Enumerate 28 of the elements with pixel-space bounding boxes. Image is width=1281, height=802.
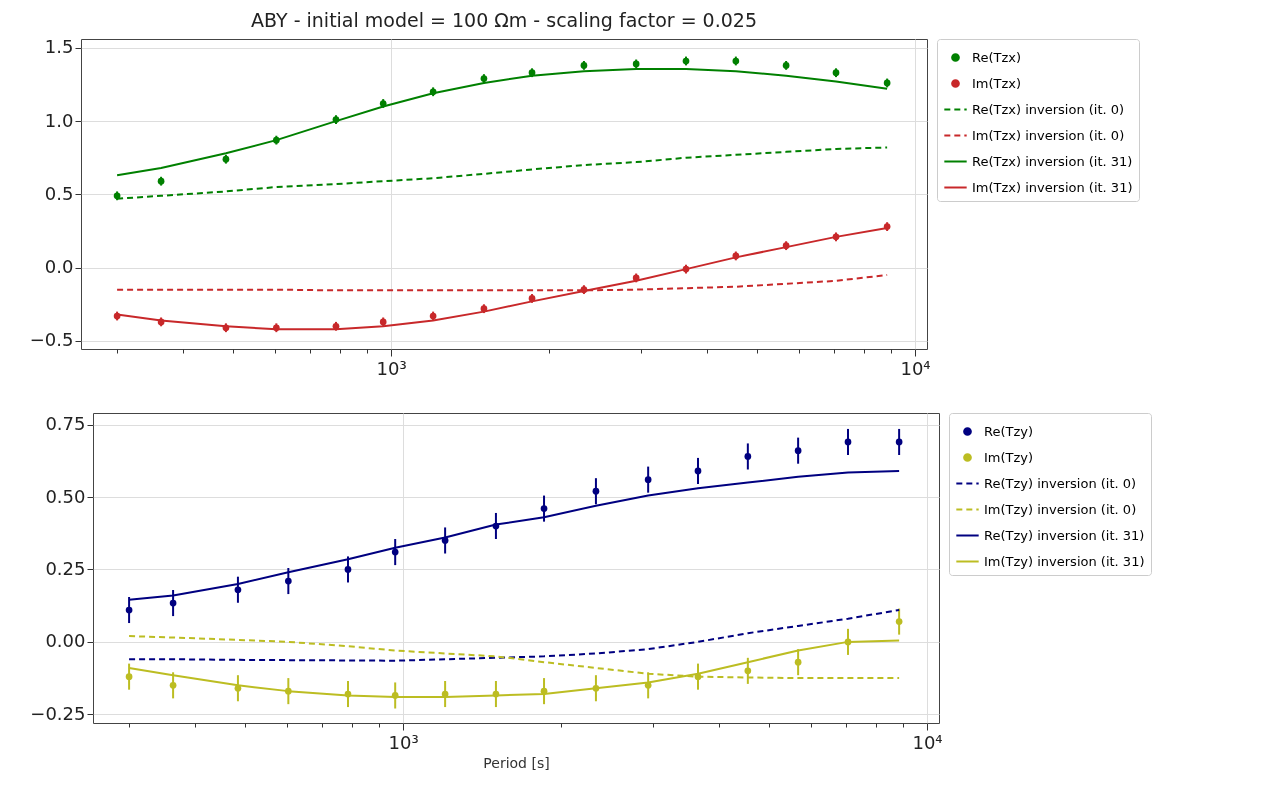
x-axis-title: Period [s]: [483, 754, 550, 771]
y-tick-label: −0.25: [30, 702, 86, 724]
y-tick-label: 0.50: [45, 485, 86, 507]
legend-label: Im(Tzx) inversion (it. 0): [972, 127, 1125, 143]
x-tick-label: 10⁴: [900, 357, 931, 379]
legend-label: Im(Tzy): [984, 449, 1034, 465]
y-tick-label: 0.0: [44, 256, 74, 278]
legend-label: Re(Tzx) inversion (it. 31): [972, 153, 1133, 169]
y-tick-label: −0.5: [29, 329, 74, 351]
x-tick-label: 10³: [388, 731, 419, 753]
y-tick-label: 0.00: [45, 630, 86, 652]
y-tick-label: 0.5: [44, 182, 74, 204]
legend-label: Re(Tzy): [984, 423, 1034, 439]
legend-label: Im(Tzx) inversion (it. 31): [972, 179, 1133, 195]
legend-label: Re(Tzy) inversion (it. 31): [984, 527, 1145, 543]
chart-title: ABY - initial model = 100 Ωm - scaling factor = 0.025: [251, 8, 757, 31]
y-tick-label: 0.75: [45, 413, 86, 435]
legend-label: Re(Tzy) inversion (it. 0): [984, 475, 1137, 491]
legend-label: Re(Tzx) inversion (it. 0): [972, 101, 1125, 117]
y-tick-label: 1.0: [44, 109, 74, 131]
x-tick-label: 10⁴: [912, 731, 943, 753]
legend-label: Im(Tzx): [972, 75, 1022, 91]
legend-label: Re(Tzx): [972, 49, 1022, 65]
y-tick-label: 0.25: [45, 557, 86, 579]
x-tick-label: 10³: [376, 357, 407, 379]
y-tick-label: 1.5: [44, 36, 74, 58]
legend-label: Im(Tzy) inversion (it. 0): [984, 501, 1137, 517]
legend-label: Im(Tzy) inversion (it. 31): [984, 553, 1145, 569]
